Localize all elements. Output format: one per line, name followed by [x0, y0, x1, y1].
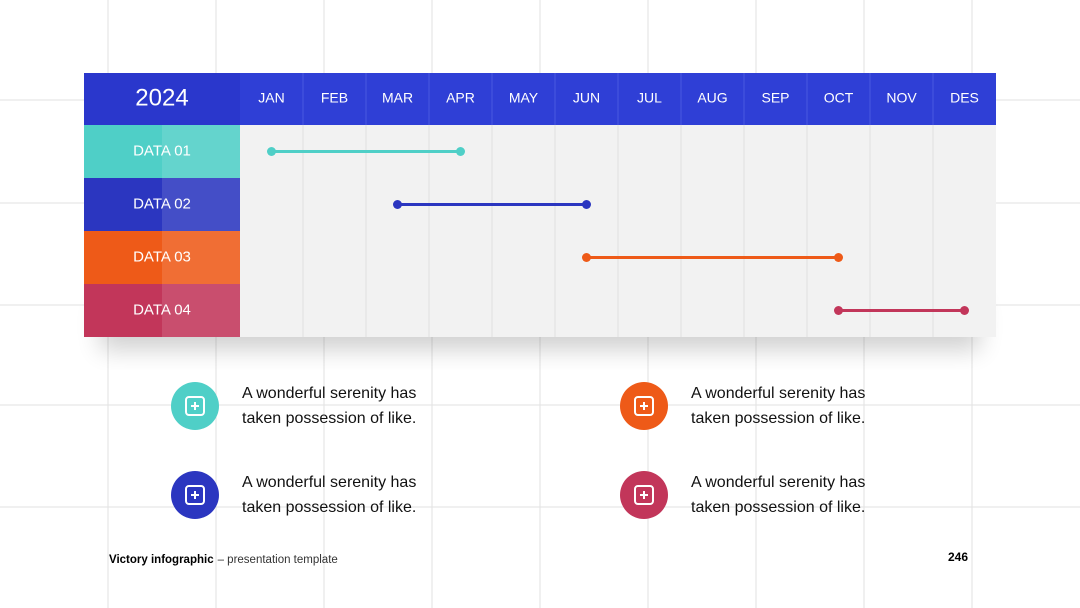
tagline: – presentation template	[218, 554, 338, 566]
month-label: JUL	[637, 90, 662, 106]
row-label: DATA 02	[133, 195, 191, 212]
row-label: DATA 01	[133, 142, 191, 159]
row-label-shade	[162, 284, 240, 337]
row-label: DATA 04	[133, 301, 191, 318]
row-label-cell	[84, 125, 240, 178]
month-label: OCT	[824, 90, 854, 106]
end-dot	[960, 306, 969, 315]
note-text: A wonderful serenity has	[691, 385, 865, 402]
end-dot	[834, 253, 843, 262]
month-label: AUG	[697, 90, 727, 106]
note-text: A wonderful serenity has	[242, 385, 416, 402]
row-label-shade	[162, 178, 240, 231]
note-text: taken possession of like.	[242, 410, 416, 427]
icon-glyph	[185, 485, 205, 505]
brand: Victory infographic	[109, 554, 214, 566]
note-text: taken possession of like.	[242, 499, 416, 516]
month-label: NOV	[886, 90, 917, 106]
icon-glyph	[185, 396, 205, 416]
footer: Victory infographic – presentation templa…	[109, 554, 338, 566]
end-dot	[582, 200, 591, 209]
start-dot	[582, 253, 591, 262]
page-number: 246	[948, 550, 968, 564]
row-label-shade	[162, 231, 240, 284]
year: 2024	[135, 84, 188, 111]
icon-glyph	[634, 485, 654, 505]
month-label: APR	[446, 90, 475, 106]
month-label: JUN	[573, 90, 600, 106]
start-dot	[834, 306, 843, 315]
end-dot	[456, 147, 465, 156]
note-text: A wonderful serenity has	[691, 474, 865, 491]
month-label: JAN	[258, 90, 284, 106]
start-dot	[267, 147, 276, 156]
icon-glyph	[634, 396, 654, 416]
row-label-shade	[162, 125, 240, 178]
month-label: FEB	[321, 90, 348, 106]
month-label: MAY	[509, 90, 539, 106]
gantt: 2024 JAN FEB MAR APR MAY JUN JUL AUG SEP OCT NOV DES…	[84, 73, 996, 337]
row-label-cell	[84, 178, 240, 231]
note-text: A wonderful serenity has	[242, 474, 416, 491]
year-cell	[84, 73, 240, 125]
row-label-cell	[84, 284, 240, 337]
month-label: DES	[950, 90, 979, 106]
month-label: SEP	[761, 90, 789, 106]
row-label-cell	[84, 231, 240, 284]
row-label: DATA 03	[133, 248, 191, 265]
note-text: taken possession of like.	[691, 410, 865, 427]
note-text: taken possession of like.	[691, 499, 865, 516]
month-label: MAR	[382, 90, 413, 106]
start-dot	[393, 200, 402, 209]
notes: A wonderful serenity has taken possession…	[171, 382, 865, 519]
